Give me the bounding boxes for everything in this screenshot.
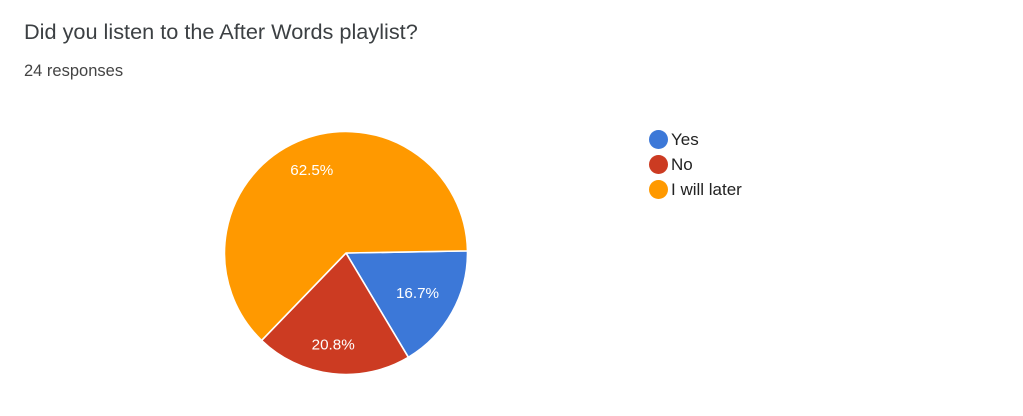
svg-text:62.5%: 62.5%	[290, 162, 333, 179]
svg-text:16.7%: 16.7%	[396, 285, 439, 302]
svg-text:20.8%: 20.8%	[312, 336, 355, 353]
